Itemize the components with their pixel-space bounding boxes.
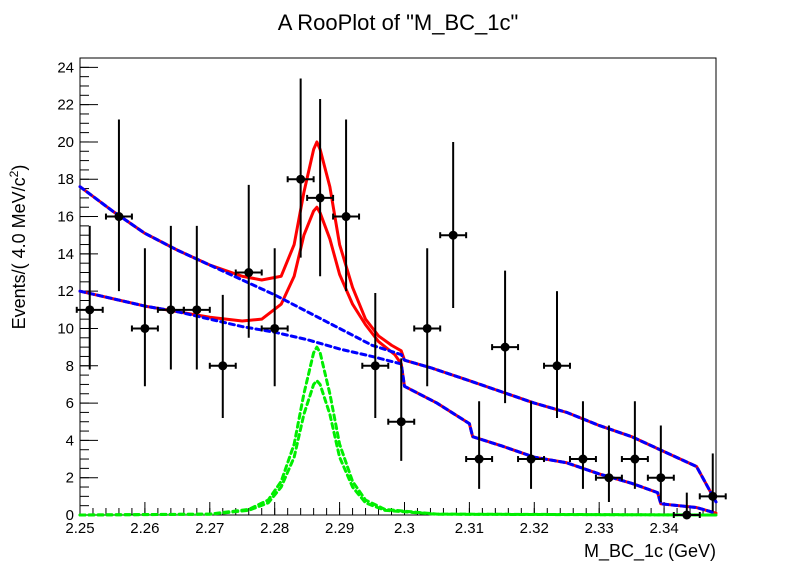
data-marker [500,342,510,352]
data-point [361,293,390,419]
y-tick-label: 22 [57,97,74,114]
data-point [672,492,701,520]
signal-curve [78,379,718,517]
x-tick-label: 2.3 [394,520,415,537]
x-tick-label: 2.29 [325,520,354,537]
data-point [698,453,727,512]
data-point [208,294,237,419]
data-marker [114,212,124,222]
y-axis-label-close: ) [9,165,29,171]
data-marker [166,305,176,315]
data-marker [218,361,228,371]
x-tick-label: 2.25 [65,520,94,537]
y-tick-label: 16 [57,209,74,226]
data-marker [422,323,432,333]
data-point [306,99,335,277]
chart-title: A RooPlot of "M_BC_1c" [278,10,519,35]
x-axis: 2.25 2.26 2.27 2.28 2.29 2.3 2.31 2.32 2.33 2.34 [65,502,717,537]
data-marker [526,454,536,464]
data-marker [296,174,306,184]
data-marker [604,473,614,483]
data-point [491,270,520,404]
data-marker [315,193,325,203]
y-tick-label: 20 [57,134,74,151]
data-point [465,401,494,489]
data-marker [370,361,380,371]
y-tick-label: 12 [57,283,74,300]
data-marker [448,230,458,240]
data-marker [682,510,692,520]
data-point [568,401,597,489]
x-tick-label: 2.34 [649,520,678,537]
data-point [594,425,623,502]
x-tick-label: 2.31 [455,520,484,537]
data-marker [341,212,351,222]
data-point [543,291,571,419]
data-marker [396,417,406,427]
fit-curves [78,140,718,517]
y-tick-label: 0 [66,507,74,524]
y-tick-label: 8 [66,358,74,375]
data-marker [140,323,150,333]
data-point [517,401,546,489]
x-tick-label: 2.28 [260,520,289,537]
background-curve [78,289,718,515]
x-tick-label: 2.27 [195,520,224,537]
data-marker [578,454,588,464]
data-point [286,78,315,258]
data-point [104,119,133,292]
data-marker [656,473,666,483]
data-point [413,248,442,387]
signal-curve [78,345,718,517]
data-point [182,225,211,370]
y-tick-label: 2 [66,470,74,487]
y-tick-label: 18 [57,171,74,188]
data-marker [192,305,202,315]
data-point [130,248,159,387]
data-point [646,425,675,502]
x-axis-label: M_BC_1c (GeV) [584,541,716,562]
y-tick-label: 14 [57,246,74,263]
y-tick-label: 6 [66,395,74,412]
data-marker [552,361,562,371]
data-point [439,141,468,308]
data-point [332,119,361,292]
y-axis-label-superscript: 2 [7,170,21,177]
plot-frame [79,57,717,516]
data-points [75,78,727,520]
x-tick-label: 2.33 [585,520,614,537]
data-point [75,225,104,370]
y-axis-label: Events/( 4.0 MeV/c2) [7,165,29,330]
y-axis-label-main: Events/( 4.0 MeV/c [9,177,29,329]
data-point [620,401,649,489]
data-marker [270,323,280,333]
y-tick-label: 24 [57,59,74,76]
x-tick-label: 2.26 [130,520,159,537]
data-marker [474,454,484,464]
data-point [234,184,263,338]
data-point [260,248,289,387]
y-tick-label: 10 [57,320,74,337]
data-marker [630,454,640,464]
data-marker [244,268,254,278]
x-tick-label: 2.32 [520,520,549,537]
data-marker [85,305,95,315]
y-tick-label: 4 [66,432,74,449]
background-curve [78,185,718,504]
data-point [387,358,416,461]
data-marker [708,491,718,501]
